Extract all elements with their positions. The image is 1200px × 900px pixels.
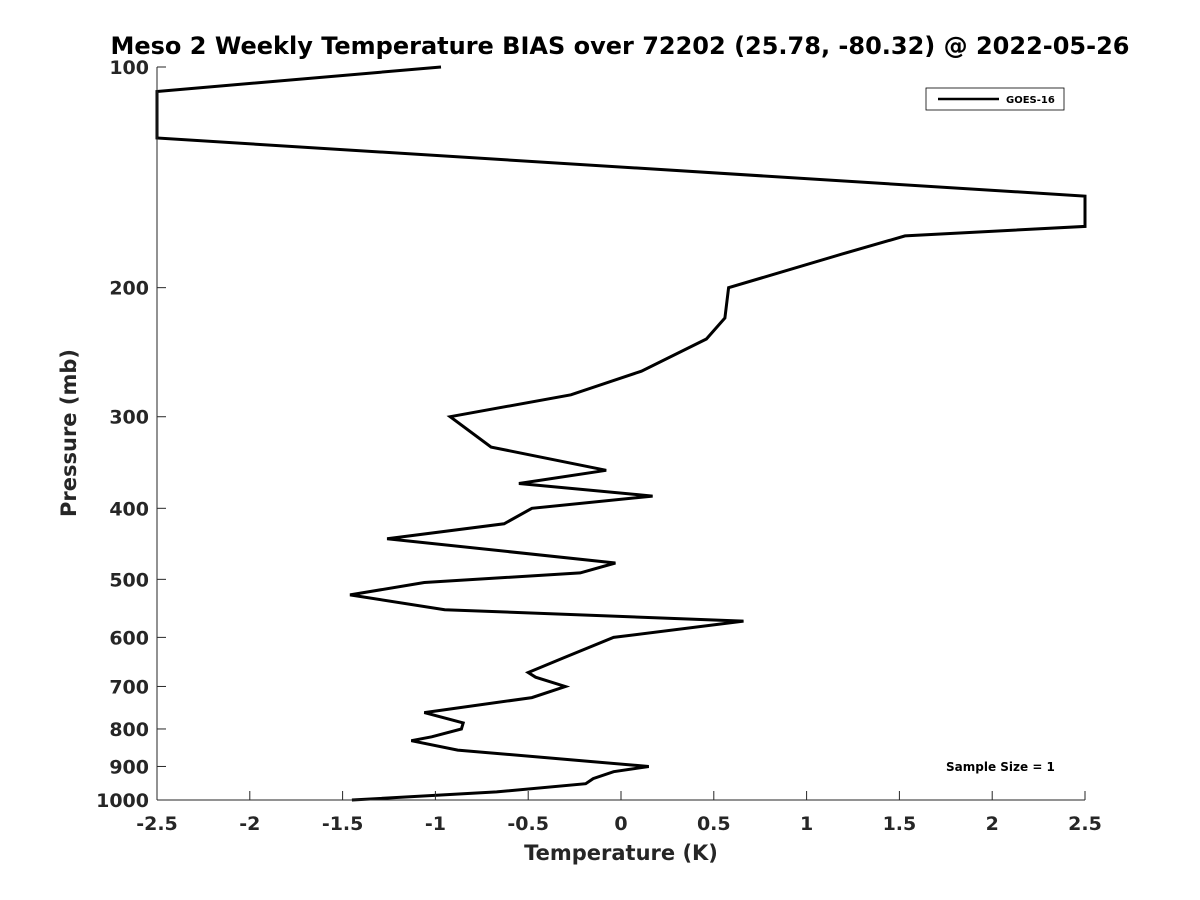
series-layer [155, 65, 1087, 802]
x-tick-label: -2 [239, 813, 260, 835]
x-tick-label: 0 [614, 813, 627, 835]
y-tick-label: 500 [109, 569, 149, 591]
x-tick-label: 0.5 [697, 813, 731, 835]
plot-background [157, 67, 1085, 800]
x-tick-label: 2.5 [1068, 813, 1102, 835]
chart-title: Meso 2 Weekly Temperature BIAS over 7220… [110, 32, 1129, 60]
legend: GOES-16 [925, 87, 1065, 111]
y-tick-label: 200 [109, 278, 149, 300]
y-tick-label: 800 [109, 719, 149, 741]
x-axis-label: Temperature (K) [524, 841, 718, 865]
x-tick-label: 1.5 [883, 813, 917, 835]
series-line-goes-16 [155, 65, 1087, 802]
plot-area: -2.5 -2 -1.5 -1 -0.5 0 0.5 1 1.5 2 2.5 100 200 300 40… [96, 57, 1102, 835]
y-axis-ticks: 100 200 300 400 500 600 700 800 900 1000 [96, 57, 166, 812]
sample-size-annotation: Sample Size = 1 [946, 760, 1055, 774]
x-tick-label: 1 [800, 813, 813, 835]
y-tick-label: 700 [109, 676, 149, 698]
x-tick-label: 2 [986, 813, 999, 835]
y-tick-label: 900 [109, 756, 149, 778]
x-tick-label: -2.5 [136, 813, 178, 835]
y-tick-label: 100 [109, 57, 149, 79]
x-tick-label: -1.5 [322, 813, 364, 835]
y-tick-label: 300 [109, 407, 149, 429]
x-axis-ticks: -2.5 -2 -1.5 -1 -0.5 0 0.5 1 1.5 2 2.5 [136, 791, 1102, 835]
legend-entry-goes-16: GOES-16 [1006, 95, 1055, 106]
x-tick-label: -0.5 [507, 813, 549, 835]
y-tick-label: 600 [109, 627, 149, 649]
y-axis-label: Pressure (mb) [57, 349, 81, 517]
y-tick-label: 400 [109, 498, 149, 520]
x-tick-label: -1 [425, 813, 446, 835]
y-tick-label: 1000 [96, 790, 149, 812]
